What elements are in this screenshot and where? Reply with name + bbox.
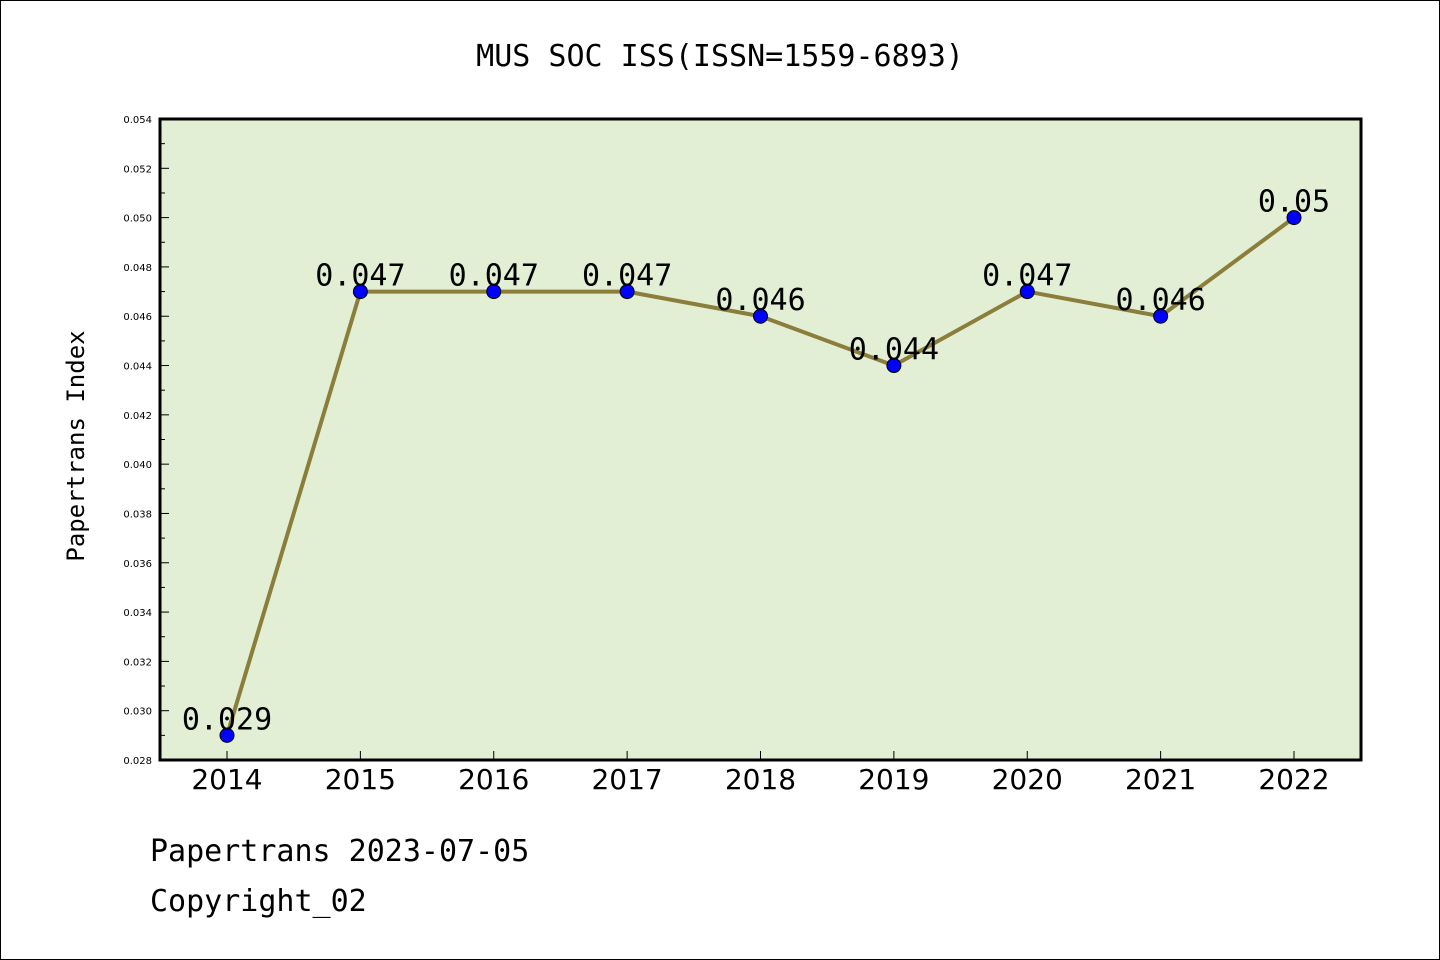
x-tick-label: 2019 — [858, 763, 929, 796]
x-tick-label: 2021 — [1125, 763, 1196, 796]
data-label: 0.044 — [849, 333, 939, 368]
x-tick-label: 2022 — [1258, 763, 1329, 796]
data-label: 0.047 — [449, 259, 539, 294]
data-label: 0.047 — [582, 259, 672, 294]
data-point — [1153, 308, 1169, 324]
data-label: 0.05 — [1258, 185, 1330, 220]
y-tick-label: 0.038 — [123, 509, 152, 520]
y-tick-label: 0.044 — [123, 362, 152, 373]
x-tick-label: 2017 — [591, 763, 662, 796]
y-axis-label: Papertrans Index — [62, 330, 90, 561]
x-axis: 2014 2015 2016 2017 2018 2019 2020 2021 2022 — [191, 751, 1330, 796]
data-point — [352, 284, 368, 300]
data-labels: 0.029 0.047 0.047 0.047 0.046 0.044 0.047 0.046… — [182, 185, 1330, 738]
y-tick-label: 0.040 — [123, 460, 152, 471]
chart-title: MUS SOC ISS(ISSN=1559-6893) — [476, 39, 964, 74]
y-tick-label: 0.036 — [123, 559, 152, 570]
y-axis: 0.028 0.030 0.032 0.034 0.036 0.038 0.040 0.042… — [123, 115, 169, 767]
footer-date: Papertrans 2023-07-05 — [150, 834, 530, 869]
data-point — [486, 284, 502, 300]
footer-copyright: Copyright_02 — [150, 884, 367, 919]
x-tick-label: 2015 — [325, 763, 396, 796]
data-label: 0.047 — [315, 259, 405, 294]
data-series — [219, 210, 1302, 743]
y-tick-label: 0.048 — [123, 263, 152, 274]
data-label: 0.029 — [182, 702, 272, 737]
y-tick-label: 0.034 — [123, 608, 152, 619]
data-label: 0.046 — [1115, 283, 1205, 318]
data-point — [753, 308, 768, 324]
y-tick-label: 0.054 — [123, 115, 152, 126]
y-tick-label: 0.030 — [123, 707, 152, 718]
plot-area — [158, 117, 1363, 762]
x-tick-label: 2014 — [191, 763, 262, 796]
y-tick-label: 0.032 — [123, 657, 152, 668]
x-tick-label: 2016 — [458, 763, 529, 796]
x-tick-label: 2020 — [992, 763, 1063, 796]
data-point — [886, 358, 902, 374]
data-label: 0.047 — [982, 259, 1072, 294]
y-tick-label: 0.042 — [123, 411, 152, 422]
data-label: 0.046 — [715, 283, 805, 318]
y-tick-label: 0.052 — [123, 164, 152, 175]
data-point — [219, 727, 235, 743]
data-point — [1286, 210, 1302, 226]
y-tick-label: 0.028 — [123, 756, 152, 767]
y-tick-label: 0.046 — [123, 312, 152, 323]
data-point — [619, 284, 635, 300]
y-tick-label: 0.050 — [123, 214, 152, 225]
data-point — [1019, 284, 1035, 300]
x-tick-label: 2018 — [725, 763, 796, 796]
